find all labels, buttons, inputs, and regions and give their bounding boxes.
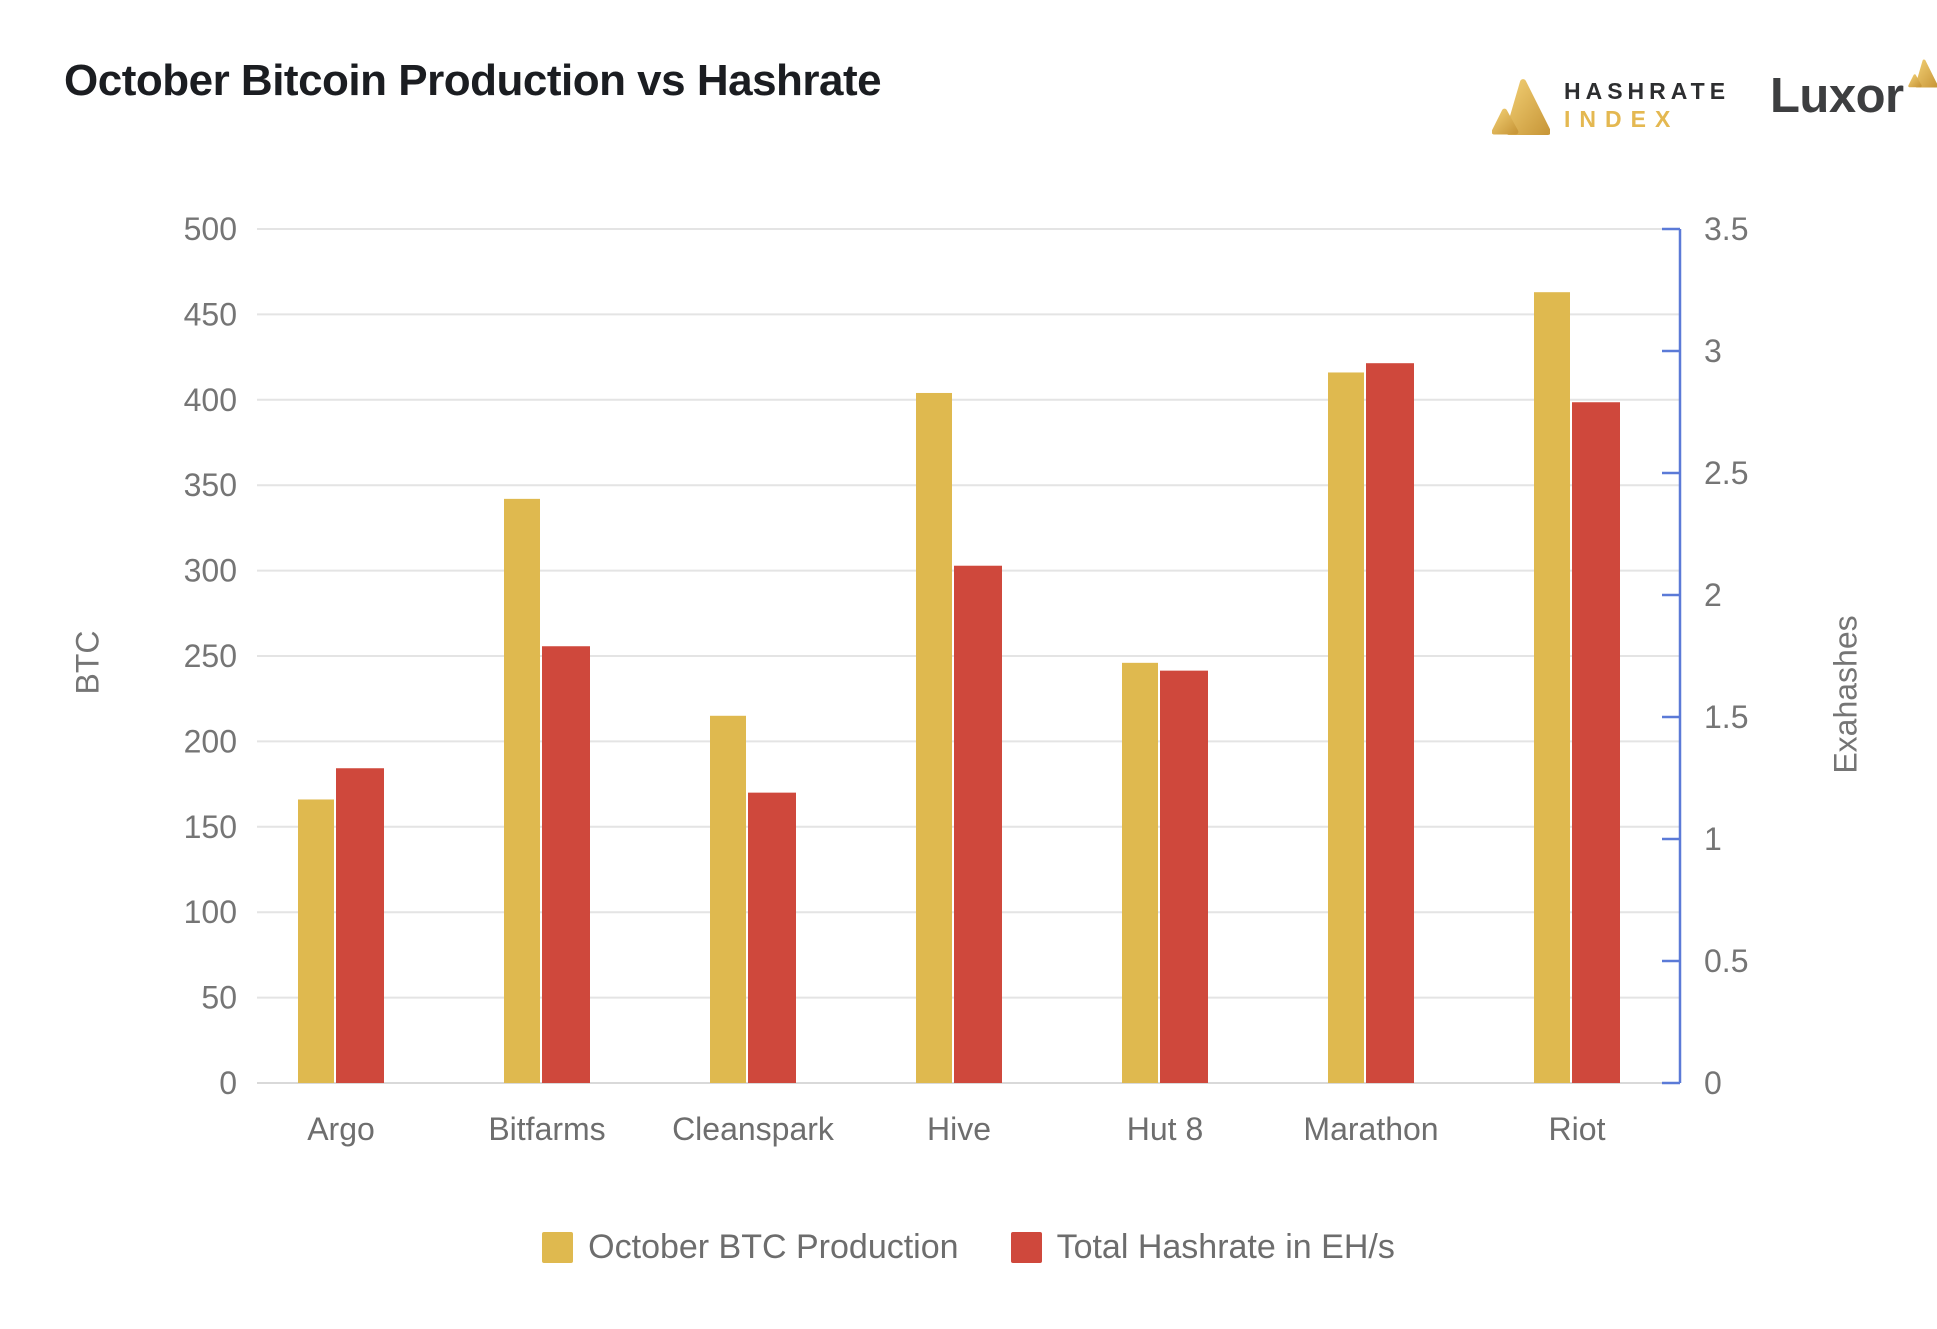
right-axis-title: Exahashes: [1827, 615, 1864, 774]
right-axis-tick-label-2.5: 2.5: [1704, 455, 1748, 491]
luxor-logo-text: Luxor: [1770, 69, 1904, 123]
bar-october-btc-production-hut-8: [1122, 662, 1158, 1083]
left-axis-tick-label-250: 250: [184, 638, 237, 674]
left-axis-tick-label-50: 50: [201, 980, 237, 1016]
hashrate-index-logo: HASHRATE INDEX: [1492, 76, 1730, 136]
left-axis-tick-label-200: 200: [184, 723, 237, 759]
right-axis-tick-label-0: 0: [1704, 1065, 1722, 1101]
x-axis-label-riot: Riot: [1549, 1111, 1606, 1147]
right-axis-tick-label-1.5: 1.5: [1704, 699, 1748, 735]
legend-swatch-red: [1010, 1232, 1042, 1263]
legend-item-hashrate: Total Hashrate in EH/s: [1010, 1228, 1395, 1267]
right-axis-tick-label-3: 3: [1704, 333, 1722, 369]
x-axis-label-argo: Argo: [307, 1111, 375, 1147]
legend-label-btc-production: October BTC Production: [588, 1228, 959, 1266]
right-axis-tick-label-1: 1: [1704, 821, 1722, 857]
bar-chart: 0 50 100 150 200 250 300 350 400 450 500 0 0.5 1 1.5 2 2…: [184, 211, 1749, 1147]
legend-label-hashrate: Total Hashrate in EH/s: [1056, 1228, 1395, 1266]
legend-item-btc-production: October BTC Production: [542, 1228, 959, 1267]
bar-total-hashrate-in-eh-s-hive: [954, 565, 1002, 1083]
bar-october-btc-production-cleanspark: [710, 715, 746, 1083]
x-axis-label-cleanspark: Cleanspark: [672, 1111, 835, 1147]
bar-total-hashrate-in-eh-s-bitfarms: [542, 646, 590, 1083]
left-axis-tick-label-450: 450: [184, 296, 237, 332]
bar-october-btc-production-argo: [298, 799, 334, 1083]
left-axis-title: BTC: [69, 630, 106, 695]
x-axis-label-hut-8: Hut 8: [1127, 1111, 1203, 1147]
luxor-logo: Luxor: [1770, 59, 1937, 124]
hashrate-index-logo-text-top: HASHRATE: [1564, 78, 1731, 105]
right-axis-tick-label-0.5: 0.5: [1704, 943, 1748, 979]
bar-total-hashrate-in-eh-s-riot: [1572, 402, 1620, 1083]
right-axis-tick-label-3.5: 3.5: [1704, 211, 1748, 247]
bar-total-hashrate-in-eh-s-cleanspark: [748, 792, 796, 1083]
bar-total-hashrate-in-eh-s-argo: [336, 768, 384, 1083]
bar-total-hashrate-in-eh-s-hut-8: [1160, 670, 1208, 1083]
bar-october-btc-production-bitfarms: [504, 498, 540, 1083]
bar-october-btc-production-marathon: [1328, 372, 1364, 1083]
bar-total-hashrate-in-eh-s-marathon: [1366, 363, 1414, 1083]
left-axis-tick-label-0: 0: [219, 1065, 237, 1101]
right-axis-tick-label-2: 2: [1704, 577, 1722, 613]
left-axis-tick-label-350: 350: [184, 467, 237, 503]
bar-october-btc-production-hive: [916, 392, 952, 1083]
left-axis-tick-label-100: 100: [184, 894, 237, 930]
x-axis-label-bitfarms: Bitfarms: [488, 1111, 605, 1147]
page-title: October Bitcoin Production vs Hashrate: [64, 56, 882, 105]
left-axis-tick-label-500: 500: [184, 211, 237, 247]
left-axis-tick-label-150: 150: [184, 809, 237, 845]
hashrate-index-mountain-icon: [1492, 79, 1550, 135]
luxor-triangle-icon: [1907, 59, 1937, 88]
bar-october-btc-production-riot: [1534, 292, 1570, 1083]
x-axis-label-marathon: Marathon: [1303, 1111, 1438, 1147]
legend-swatch-gold: [542, 1232, 574, 1263]
chart-legend: October BTC Production Total Hashrate in…: [0, 1228, 1937, 1267]
x-axis-label-hive: Hive: [927, 1111, 991, 1147]
left-axis-tick-label-300: 300: [184, 553, 237, 589]
left-axis-tick-label-400: 400: [184, 382, 237, 418]
hashrate-index-logo-text-bottom: INDEX: [1564, 106, 1680, 132]
